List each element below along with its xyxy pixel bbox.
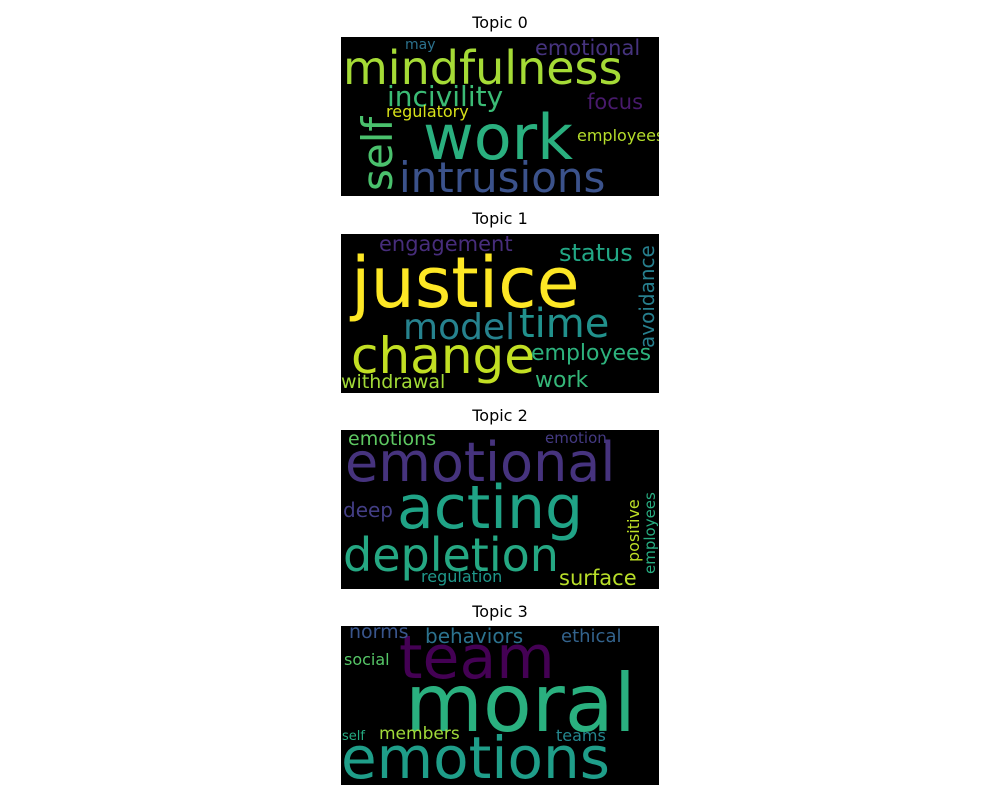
word-employees: employees (577, 126, 659, 145)
word-may: may (405, 37, 436, 53)
word-focus: focus (587, 90, 644, 114)
word-intrusions: intrusions (399, 153, 606, 197)
word-acting: acting (397, 473, 584, 543)
word-depletion: depletion (343, 528, 559, 582)
word-emotional: emotional (535, 37, 641, 60)
word-cloud-topic-3: team moral emotions norms behaviors ethi… (341, 626, 659, 785)
word-team: team (399, 626, 555, 693)
word-deep: deep (343, 498, 393, 522)
word-moral: moral (405, 657, 637, 750)
word-change: change (351, 327, 536, 385)
panel-title-topic-1: Topic 1 (472, 209, 528, 228)
word-regulatory: regulatory (386, 102, 469, 121)
word-justice: justice (351, 242, 580, 324)
word-emotions: emotions (348, 430, 437, 450)
word-engagement: engagement (379, 234, 513, 256)
word-social: social (344, 650, 390, 669)
word-self: self (353, 116, 402, 191)
word-regulation: regulation (421, 567, 503, 586)
word-mindfulness: mindfulness (343, 41, 623, 95)
word-work: work (423, 101, 574, 174)
word-members: members (379, 724, 460, 744)
word-emotion: emotion (545, 430, 607, 447)
word-work-1: work (535, 368, 589, 393)
word-employees-2: employees (641, 492, 659, 574)
panel-title-topic-0: Topic 0 (472, 13, 528, 32)
word-cloud-topic-2: emotional acting depletion emotions emot… (341, 430, 659, 589)
panel-title-topic-2: Topic 2 (472, 406, 528, 425)
word-norms: norms (349, 626, 409, 643)
word-time: time (519, 301, 610, 347)
word-avoidance: avoidance (635, 245, 659, 348)
word-cloud-topic-0: mindfulness work intrusions self incivil… (341, 37, 659, 196)
panel-title-topic-3: Topic 3 (472, 602, 528, 621)
word-surface: surface (559, 566, 637, 589)
word-ethical: ethical (561, 626, 622, 647)
word-incivility: incivility (387, 80, 504, 113)
word-emotions-3: emotions (341, 724, 610, 785)
word-self-3: self (342, 729, 365, 744)
word-behaviors: behaviors (425, 626, 524, 648)
word-cloud-topic-1: justice change time model engagement sta… (341, 234, 659, 393)
word-positive: positive (624, 499, 643, 562)
word-teams: teams (556, 726, 606, 745)
word-emotional-2: emotional (345, 431, 616, 494)
word-model: model (403, 307, 516, 348)
word-withdrawal: withdrawal (341, 371, 446, 393)
word-employees-1: employees (531, 341, 652, 366)
word-status: status (559, 239, 633, 267)
